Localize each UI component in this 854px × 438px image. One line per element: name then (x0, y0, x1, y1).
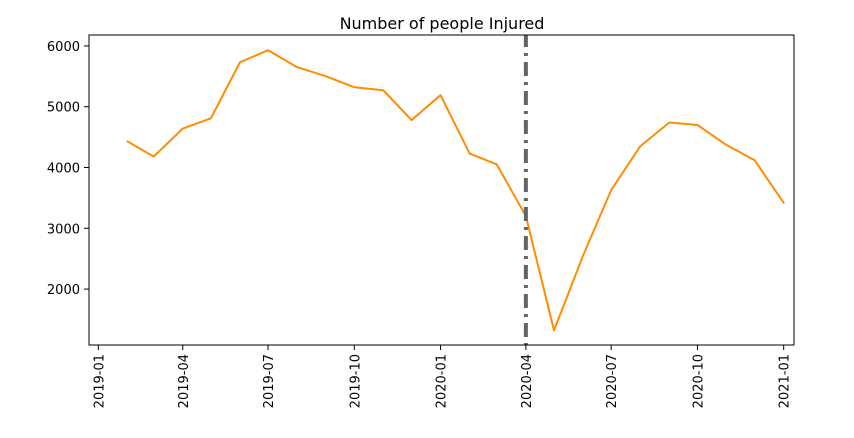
chart-title: Number of people Injured (340, 14, 545, 33)
series-line-0 (126, 49, 785, 332)
y-tick-label: 4000 (47, 162, 80, 177)
y-tick-label: 3000 (47, 222, 80, 237)
y-tick-label: 2000 (47, 283, 80, 298)
x-tick-label: 2019-01 (92, 354, 107, 408)
y-tick-label: 6000 (47, 40, 80, 55)
x-tick-label: 2020-01 (435, 354, 450, 408)
x-tick-label: 2019-07 (262, 354, 277, 408)
x-tick-label: 2019-10 (348, 354, 363, 408)
x-tick-label: 2021-01 (778, 354, 793, 408)
x-tick-label: 2019-04 (177, 354, 192, 408)
y-tick-label: 5000 (47, 101, 80, 116)
x-tick-label: 2020-07 (605, 354, 620, 408)
plot-frame (88, 34, 795, 346)
x-tick-label: 2020-04 (520, 354, 535, 408)
x-tick-label: 2020-10 (691, 354, 706, 408)
